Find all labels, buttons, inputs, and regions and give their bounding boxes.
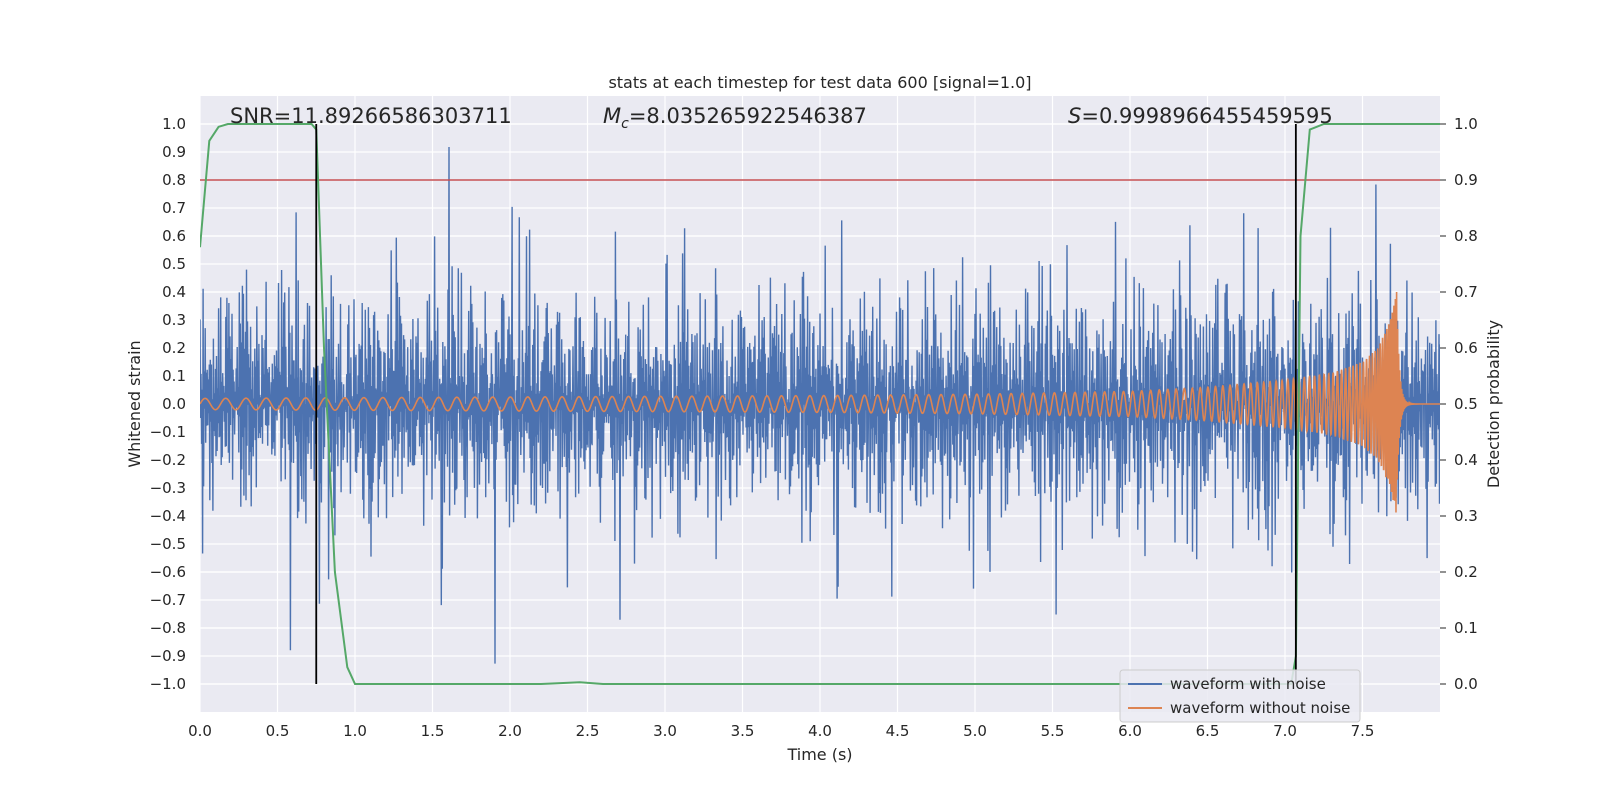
mc-subscript: c	[621, 116, 629, 132]
y-tick-label: −0.7	[150, 591, 186, 609]
x-tick-label: 3.5	[731, 722, 755, 740]
y-tick-label: 0.0	[162, 395, 186, 413]
y-tick-label: −0.8	[150, 619, 186, 637]
x-tick-label: 7.0	[1273, 722, 1297, 740]
x-tick-label: 7.5	[1351, 722, 1375, 740]
y-tick-label: 0.4	[162, 283, 186, 301]
s-statistic-annotation: S=0.9998966455459595	[1068, 104, 1333, 128]
series-waveform-with-noise	[200, 146, 1440, 664]
s-symbol: S	[1068, 104, 1081, 128]
y2-tick-label: 1.0	[1454, 115, 1478, 133]
y-tick-label: −0.2	[150, 451, 186, 469]
x-tick-label: 4.5	[886, 722, 910, 740]
legend: waveform with noise waveform without noi…	[1119, 669, 1361, 723]
y2-tick-label: 0.5	[1454, 395, 1478, 413]
y-tick-label: −0.4	[150, 507, 186, 525]
y-tick-label: −0.1	[150, 423, 186, 441]
s-value: =0.9998966455459595	[1081, 104, 1332, 128]
mc-symbol: M	[603, 104, 621, 128]
plot-series	[200, 123, 1440, 685]
x-tick-label: 5.0	[963, 722, 987, 740]
legend-box	[1119, 669, 1361, 723]
y-tick-label: 0.2	[162, 339, 186, 357]
snr-annotation: SNR=11.89266586303711	[230, 104, 512, 128]
y-tick-label: 0.9	[162, 143, 186, 161]
x-tick-label: 5.5	[1041, 722, 1065, 740]
y-tick-label: 0.1	[162, 367, 186, 385]
mc-value: =8.035265922546387	[629, 104, 867, 128]
y-tick-label: 0.3	[162, 311, 186, 329]
series-detection-probability	[200, 123, 1440, 685]
y-tick-label: −0.5	[150, 535, 186, 553]
y2-tick-label: 0.3	[1454, 507, 1478, 525]
y2-tick-label: 0.0	[1454, 675, 1478, 693]
y2-tick-label: 0.6	[1454, 339, 1478, 357]
x-tick-label: 1.5	[421, 722, 445, 740]
y2-tick-label: 0.8	[1454, 227, 1478, 245]
y-tick-label: 0.7	[162, 199, 186, 217]
chirp-mass-annotation: Mc=8.035265922546387	[603, 104, 867, 132]
y-tick-label: −0.3	[150, 479, 186, 497]
y2-tick-label: 0.1	[1454, 619, 1478, 637]
x-tick-label: 0.0	[188, 722, 212, 740]
legend-label-noise: waveform with noise	[1170, 675, 1326, 693]
y-tick-label: 0.6	[162, 227, 186, 245]
y-tick-label: −0.9	[150, 647, 186, 665]
chart-title: stats at each timestep for test data 600…	[608, 73, 1031, 92]
y-axis-title: Whitened strain	[125, 340, 144, 467]
x-tick-label: 4.0	[808, 722, 832, 740]
x-tick-label: 1.0	[343, 722, 367, 740]
y2-tick-label: 0.2	[1454, 563, 1478, 581]
x-tick-label: 6.5	[1196, 722, 1220, 740]
axes-ticks: 0.0 0.5 1.0 1.5 2.0 2.5 3.0 3.5 4.0 4.5 5.0 5.5 6.0 6…	[150, 115, 1478, 740]
x-tick-label: 2.0	[498, 722, 522, 740]
legend-label-clean: waveform without noise	[1170, 699, 1350, 717]
y-tick-label: 0.5	[162, 255, 186, 273]
y-tick-label: 0.8	[162, 171, 186, 189]
y2-tick-label: 0.9	[1454, 171, 1478, 189]
x-tick-label: 3.0	[653, 722, 677, 740]
y-tick-label: 1.0	[162, 115, 186, 133]
series-waveform-without-noise	[200, 292, 1440, 513]
y-tick-label: −0.6	[150, 563, 186, 581]
y2-tick-label: 0.4	[1454, 451, 1478, 469]
y2-axis-title: Detection probability	[1484, 320, 1503, 488]
y-tick-label: −1.0	[150, 675, 186, 693]
x-tick-label: 2.5	[576, 722, 600, 740]
x-axis-title: Time (s)	[786, 745, 852, 764]
x-tick-label: 6.0	[1118, 722, 1142, 740]
y2-tick-label: 0.7	[1454, 283, 1478, 301]
x-tick-label: 0.5	[266, 722, 290, 740]
